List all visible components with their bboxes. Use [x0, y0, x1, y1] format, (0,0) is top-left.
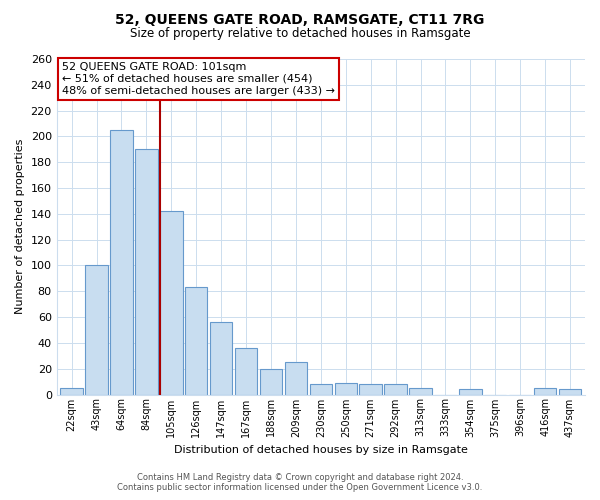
Bar	[534, 388, 556, 394]
Bar	[210, 322, 232, 394]
X-axis label: Distribution of detached houses by size in Ramsgate: Distribution of detached houses by size …	[174, 445, 468, 455]
Text: Size of property relative to detached houses in Ramsgate: Size of property relative to detached ho…	[130, 28, 470, 40]
Text: Contains HM Land Registry data © Crown copyright and database right 2024.
Contai: Contains HM Land Registry data © Crown c…	[118, 473, 482, 492]
Bar	[235, 348, 257, 395]
Text: 52 QUEENS GATE ROAD: 101sqm
← 51% of detached houses are smaller (454)
48% of se: 52 QUEENS GATE ROAD: 101sqm ← 51% of det…	[62, 62, 335, 96]
Y-axis label: Number of detached properties: Number of detached properties	[15, 139, 25, 314]
Bar	[359, 384, 382, 394]
Bar	[85, 266, 108, 394]
Bar	[335, 383, 357, 394]
Bar	[409, 388, 432, 394]
Bar	[185, 288, 208, 395]
Bar	[559, 390, 581, 394]
Bar	[110, 130, 133, 394]
Text: 52, QUEENS GATE ROAD, RAMSGATE, CT11 7RG: 52, QUEENS GATE ROAD, RAMSGATE, CT11 7RG	[115, 12, 485, 26]
Bar	[385, 384, 407, 394]
Bar	[61, 388, 83, 394]
Bar	[135, 150, 158, 394]
Bar	[284, 362, 307, 394]
Bar	[260, 368, 282, 394]
Bar	[310, 384, 332, 394]
Bar	[459, 390, 482, 394]
Bar	[160, 212, 182, 394]
